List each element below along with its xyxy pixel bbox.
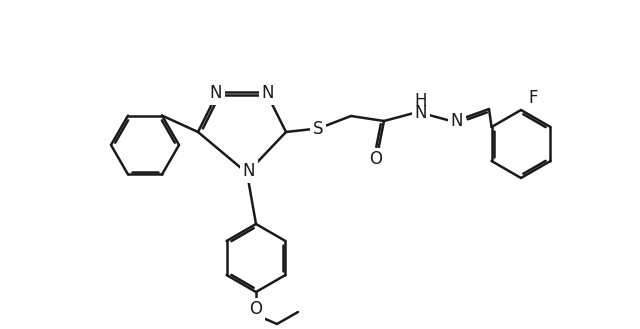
Text: N: N	[415, 104, 428, 122]
Text: F: F	[528, 89, 538, 107]
Text: N: N	[262, 84, 275, 102]
Text: O: O	[250, 300, 262, 318]
Text: O: O	[369, 150, 383, 168]
Text: N: N	[243, 162, 255, 180]
Text: S: S	[313, 120, 323, 138]
Text: N: N	[210, 84, 222, 102]
Text: N: N	[451, 112, 463, 130]
Text: H: H	[415, 92, 428, 110]
